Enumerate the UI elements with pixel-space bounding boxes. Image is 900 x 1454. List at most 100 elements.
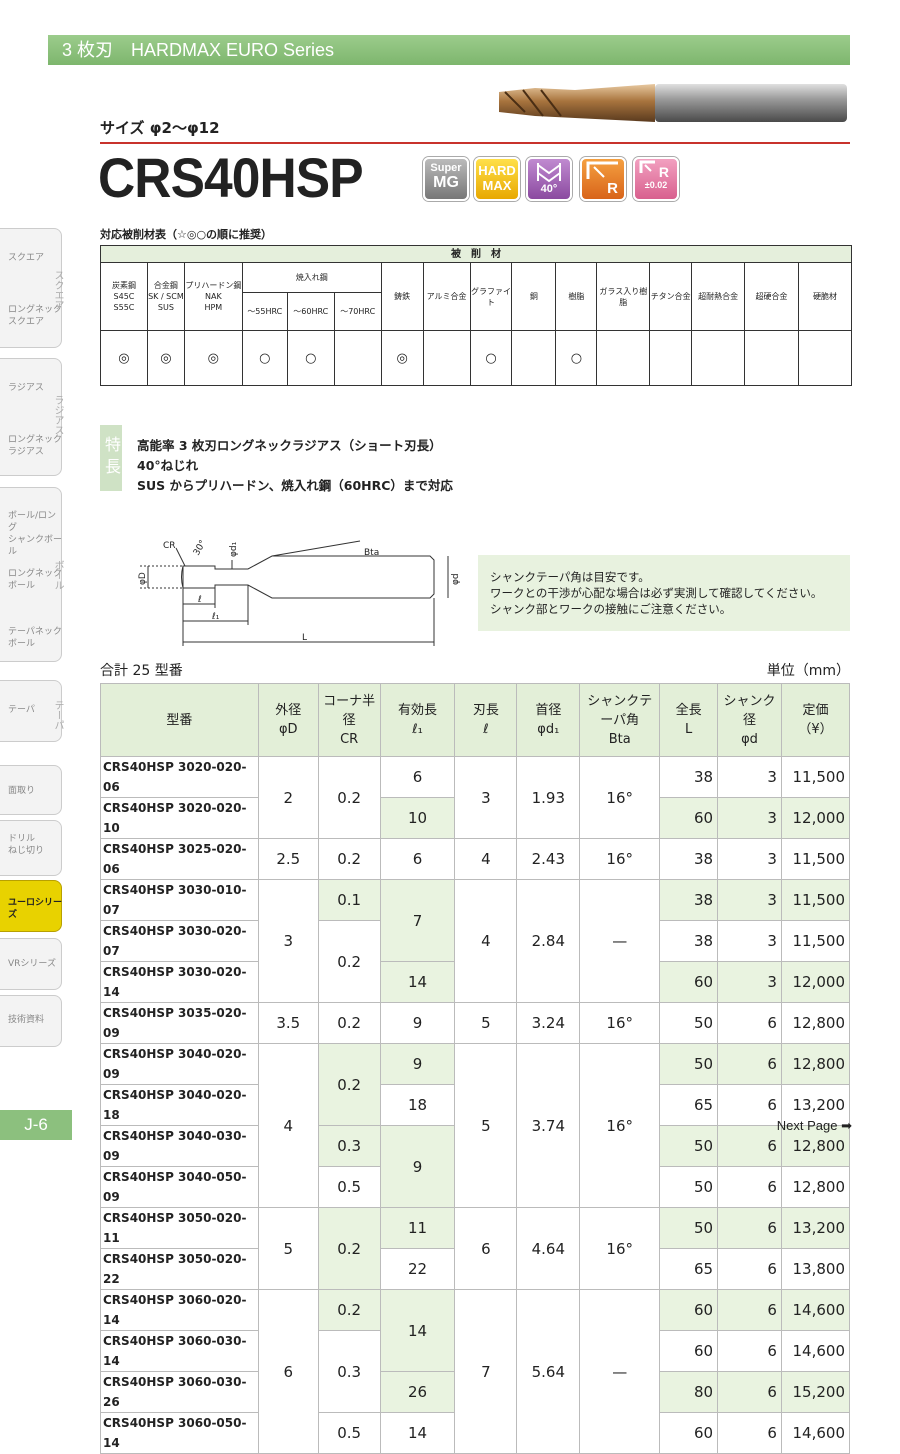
spec-value: 14,600	[780, 1330, 851, 1372]
column-header: 型番	[100, 683, 259, 757]
sidebar-item[interactable]: ラジアス	[8, 383, 44, 393]
spec-value: 3.5	[257, 1002, 319, 1044]
model-number: CRS40HSP 3050-020-22	[100, 1248, 259, 1290]
sidebar-item[interactable]: ロングネック スクエア	[8, 305, 63, 327]
model-number: CRS40HSP 3060-050-14	[100, 1412, 259, 1454]
sidebar-item[interactable]: 面取り	[8, 786, 36, 796]
spec-value: 12,800	[780, 1125, 851, 1167]
sidebar-item[interactable]: ロングネック ラジアス	[8, 435, 63, 457]
spec-value: 13,800	[780, 1248, 851, 1290]
diagram-label: Bta	[364, 548, 379, 558]
spec-value: 13,200	[780, 1084, 851, 1126]
spec-value: 0.2	[317, 838, 381, 880]
column-header: 有効長 ℓ₁	[379, 683, 456, 757]
material-name: 超耐熱合金	[691, 262, 746, 331]
group-header: 被 削 材	[100, 245, 852, 263]
material-name: 〜70HRC	[333, 292, 382, 331]
spec-value: 12,800	[780, 1002, 851, 1044]
spec-value: 11,500	[780, 920, 851, 962]
sidebar-tab[interactable]	[0, 487, 62, 662]
suitability-mark: ○	[286, 330, 335, 386]
spec-value: 80	[659, 1371, 719, 1413]
spec-value: 7	[454, 1289, 518, 1454]
model-number: CRS40HSP 3040-020-18	[100, 1084, 259, 1126]
spec-value: 22	[379, 1248, 456, 1290]
tool-outline	[182, 555, 435, 599]
spec-value: 12,800	[780, 1043, 851, 1085]
spec-value: 0.1	[317, 879, 381, 921]
badge-text: MG	[433, 174, 459, 191]
marks-row: ◎ ◎ ◎ ○ ○ ◎ ○ ○	[100, 330, 853, 386]
sidebar-item[interactable]: テーパネック ボール	[8, 627, 62, 649]
spec-value: 50	[659, 1207, 719, 1249]
model-number: CRS40HSP 3040-050-09	[100, 1166, 259, 1208]
spec-value: 9	[379, 1125, 456, 1208]
suitability-mark: ◎	[100, 330, 148, 386]
sidebar-tab[interactable]	[0, 995, 62, 1047]
suitability-mark	[744, 330, 799, 386]
materials-table: 被 削 材炭素鋼 S45C S55C 合金鋼 SK / SCM SUS プリハードン…	[100, 245, 853, 386]
spec-value: 6	[717, 1371, 782, 1413]
suitability-mark	[797, 330, 853, 386]
material-name: ガラス入り樹脂	[596, 262, 651, 331]
spec-value: 50	[659, 1043, 719, 1085]
header-row: 〜55HRC 〜60HRC 〜70HRC	[101, 292, 852, 331]
spec-value: 60	[659, 1289, 719, 1331]
diagram-label: φd	[451, 573, 461, 585]
spec-value: 2.43	[516, 838, 581, 880]
sidebar-tab[interactable]	[0, 680, 62, 742]
spec-value: 1.93	[516, 756, 581, 839]
spec-value: 11,500	[780, 756, 851, 798]
sidebar-item[interactable]: ロングネック ボール	[8, 569, 63, 591]
spec-value: 15,200	[780, 1371, 851, 1413]
material-name: 硬脆材	[797, 262, 853, 331]
spec-value: 6	[717, 1125, 782, 1167]
material-name: 炭素鋼 S45C S55C	[100, 262, 148, 331]
sidebar-item[interactable]: テーパ	[8, 705, 35, 715]
spec-value: 0.5	[317, 1412, 381, 1454]
model-number: CRS40HSP 3035-020-09	[100, 1002, 259, 1044]
sidebar-tab[interactable]	[0, 228, 62, 348]
suitability-mark	[649, 330, 693, 386]
series-header: 3 枚刃 HARDMAX EURO Series	[48, 35, 850, 65]
sidebar-item[interactable]: VRシリーズ	[8, 959, 56, 969]
spec-value: 3	[717, 920, 782, 962]
model-number: CRS40HSP 3060-020-14	[100, 1289, 259, 1331]
sidebar-tab[interactable]	[0, 880, 62, 932]
sidebar-item[interactable]: ユーロシリーズ	[8, 898, 63, 920]
spec-value: 3	[717, 756, 782, 798]
material-name: 超硬合金	[744, 262, 799, 331]
sidebar-tab[interactable]	[0, 820, 62, 876]
next-page[interactable]: Next Page ➡	[776, 1118, 852, 1133]
sidebar-tab[interactable]	[0, 938, 62, 990]
data-row: CRS40HSP 3025-020-06 2.5 0.2 6 4 2.43 16° 38 3 11…	[100, 838, 851, 880]
spec-value: 6	[717, 1330, 782, 1372]
sidebar-group-label: テーパ	[52, 700, 63, 730]
sidebar-tab[interactable]	[0, 765, 62, 815]
sidebar-item[interactable]: スクエア	[8, 253, 45, 263]
material-name: グラファイト	[469, 262, 513, 331]
column-header: コーナ半径 CR	[317, 683, 381, 757]
spec-value: 16°	[579, 756, 661, 839]
material-name: 鋳鉄	[380, 262, 424, 331]
spec-value: 6	[717, 1166, 782, 1208]
product-name: CRS40HSP	[98, 146, 364, 209]
header-row: 型番 外径 φD コーナ半径 CR 有効長 ℓ₁ 刃長 ℓ 首径 φd₁ シャンクテーパ角 …	[100, 683, 851, 757]
size-range: サイズ φ2〜φ12	[100, 119, 220, 137]
sidebar-tab[interactable]	[0, 358, 62, 476]
tool-cutter	[499, 84, 655, 122]
header-row: 炭素鋼 S45C S55C 合金鋼 SK / SCM SUS プリハードン鋼 NAK…	[100, 262, 853, 331]
sidebar-item[interactable]: ボール/ロング シャンクボール	[8, 511, 63, 557]
sidebar-item[interactable]: 技術資料	[8, 1015, 45, 1025]
suitability-mark: ○	[241, 330, 288, 386]
spec-table: 型番 外径 φD コーナ半径 CR 有効長 ℓ₁ 刃長 ℓ 首径 φd₁ シャンクテーパ角 …	[100, 683, 851, 1454]
radius-icon	[586, 161, 618, 179]
sidebar-item[interactable]: ドリル ねじ切り	[8, 834, 45, 856]
data-row: CRS40HSP 3030-010-07 3 0.1 7 4 2.84—38 3 11,500	[100, 879, 851, 1003]
diagram-label: CR	[163, 541, 176, 551]
radius-icon	[639, 160, 655, 173]
data-row: CRS40HSP 3060-020-14 6 0.2 14 7 5.64—60 6 14,60…	[100, 1289, 851, 1454]
model-number: CRS40HSP 3020-020-06	[100, 756, 259, 798]
data-row: CRS40HSP 3040-020-18 18 65 6 13,200	[100, 1084, 851, 1126]
spec-value: 60	[659, 797, 719, 839]
